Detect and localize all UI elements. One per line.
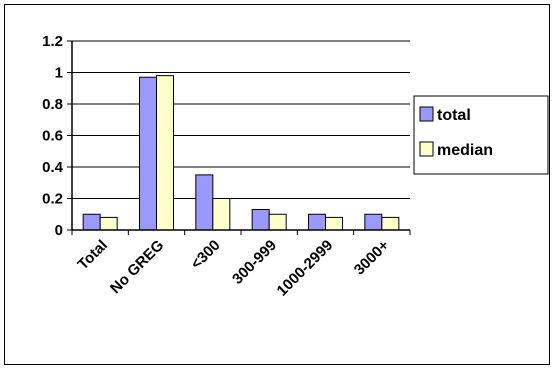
y-tick-label: 0.8	[42, 96, 63, 113]
y-tick-label: 1	[55, 65, 63, 82]
bar-median-3	[268, 213, 287, 231]
bar-total-1	[139, 76, 157, 231]
x-category-label: 3000+	[351, 237, 393, 279]
bars	[82, 75, 400, 231]
y-tick-label: 0.4	[42, 159, 64, 176]
bar-median-2	[212, 198, 231, 231]
bar-total-5	[364, 213, 383, 231]
y-tick-label: 0.6	[42, 128, 63, 145]
bar-total-0	[82, 213, 101, 231]
bar-median-4	[325, 216, 343, 231]
gridlines	[72, 40, 410, 199]
legend-box	[413, 95, 549, 175]
x-category-label: 300-999	[229, 237, 280, 288]
bar-total-4	[308, 213, 326, 231]
y-tick-labels: 0 0.2 0.4 0.6 0.8 1 1.2	[42, 33, 64, 239]
bar-median-5	[381, 216, 400, 231]
x-category-label: <300	[188, 237, 224, 273]
legend-swatch-total	[419, 106, 434, 122]
bar-total-3	[251, 209, 270, 231]
legend: total median	[413, 95, 549, 175]
bar-total-2	[195, 174, 214, 231]
legend-swatch-median	[419, 141, 434, 157]
y-tick-label: 0	[55, 222, 63, 239]
bar-median-1	[156, 75, 174, 231]
legend-label-total: total	[437, 107, 471, 124]
x-category-label: 1000-2999	[274, 237, 337, 300]
chart-frame	[4, 4, 550, 365]
x-category-label: No GREG	[107, 237, 167, 297]
y-tick-label: 0.2	[42, 191, 63, 208]
x-category-label: Total	[74, 237, 111, 274]
axes	[67, 40, 411, 235]
legend-label-median: median	[437, 142, 493, 159]
y-tick-label: 1.2	[42, 33, 63, 50]
bar-median-0	[99, 216, 118, 231]
